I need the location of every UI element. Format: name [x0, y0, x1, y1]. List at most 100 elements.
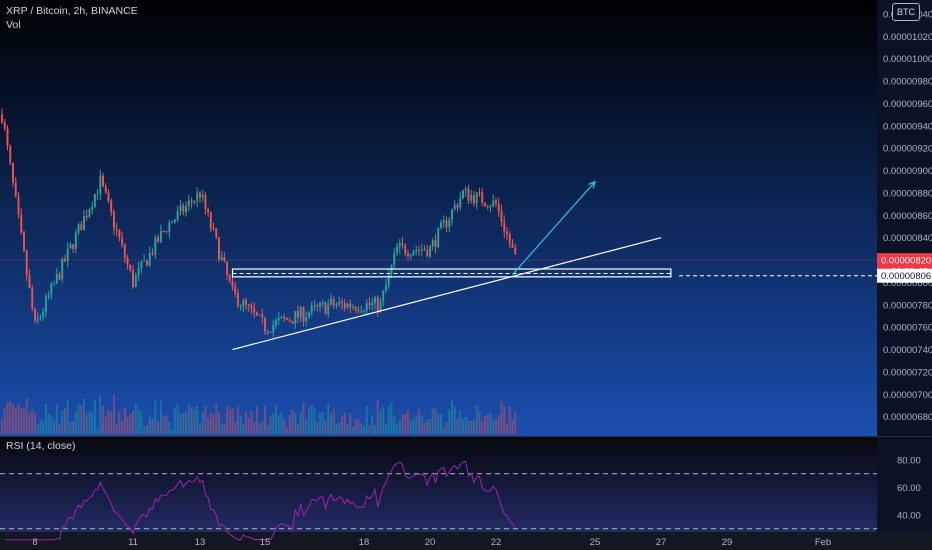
candle-body [365, 303, 368, 311]
rsi-tick-label: 60.00 [897, 483, 921, 494]
price-tick-label: 0.00000940 [883, 121, 932, 132]
volume-bars [1, 394, 517, 434]
volume-bar [39, 419, 42, 434]
volume-bar [338, 422, 341, 434]
volume-bar [440, 414, 442, 434]
volume-bar [190, 407, 193, 434]
price-tick-label: 0.00000780 [883, 300, 932, 311]
candle-body [77, 224, 80, 233]
rsi-title[interactable]: RSI (14, close) [6, 440, 76, 452]
volume-bar [286, 427, 288, 434]
candle-body [258, 314, 261, 316]
volume-bar [182, 413, 185, 434]
volume-bar [12, 403, 14, 434]
volume-bar [212, 414, 215, 434]
candle-body [39, 316, 42, 319]
volume-bar [207, 417, 210, 434]
projection-arrow-head [588, 180, 596, 189]
candle-body [299, 307, 302, 318]
candle-body [434, 240, 437, 248]
volume-bar [363, 425, 365, 434]
volume-bar [159, 400, 162, 434]
candle-body [308, 312, 310, 318]
price-tick-label: 0.00000880 [883, 188, 932, 199]
candle-body [464, 188, 467, 191]
volume-bar [288, 414, 291, 434]
volume-bar [107, 409, 110, 434]
candle-body [220, 257, 223, 260]
currency-badge[interactable]: BTC [892, 3, 920, 21]
candle-body [12, 162, 14, 183]
volume-bar [96, 428, 99, 434]
volume-bar [390, 401, 393, 434]
candle-body [99, 175, 102, 194]
volume-bar [134, 403, 137, 434]
volume-bar [401, 414, 404, 434]
volume-bar [291, 409, 294, 434]
volume-bar [137, 409, 140, 434]
candle-body [374, 297, 376, 303]
volume-bar [385, 424, 387, 434]
candle-body [429, 246, 431, 257]
candle-body [440, 222, 442, 228]
candle-body [25, 251, 28, 276]
price-tick-label: 0.00001000 [883, 54, 932, 65]
candle-body [401, 243, 404, 246]
candle-body [442, 220, 445, 223]
volume-label[interactable]: Vol [6, 19, 21, 31]
volume-bar [398, 420, 401, 434]
price-tick-label: 0.00000980 [883, 77, 932, 88]
candle-body [451, 209, 453, 220]
candle-body [423, 249, 426, 251]
candle-body [42, 311, 45, 317]
candle-body [462, 190, 464, 199]
symbol-title[interactable]: XRP / Bitcoin, 2h, BINANCE [6, 5, 138, 17]
candle-body [409, 255, 412, 257]
candle-body [346, 303, 349, 308]
volume-bar [42, 420, 45, 434]
volume-bar [354, 418, 357, 434]
volume-bar [179, 412, 182, 434]
volume-bar [374, 424, 376, 434]
candle-body [426, 250, 429, 257]
rsi-indicator [0, 460, 877, 541]
volume-bar [470, 420, 473, 434]
volume-bar [464, 416, 467, 434]
candle-body [44, 296, 47, 312]
volume-bar [93, 399, 96, 434]
support-zone [231, 268, 672, 278]
candle-body [121, 238, 124, 245]
volume-bar [115, 424, 118, 434]
volume-bar [302, 402, 305, 434]
volume-bar [489, 412, 492, 434]
candle-body [91, 206, 94, 210]
candle-body [354, 306, 357, 311]
candle-body [313, 305, 316, 307]
volume-bar [412, 418, 415, 434]
candle-body [489, 206, 492, 208]
volume-bar [148, 416, 151, 434]
candle-body [404, 245, 407, 254]
candle-body [88, 209, 91, 217]
candle-body [467, 188, 470, 201]
candle-body [508, 234, 511, 244]
volume-bar [272, 412, 275, 434]
candle-body [481, 192, 484, 204]
candle-body [104, 186, 107, 193]
volume-bar [250, 410, 253, 434]
volume-bar [497, 414, 500, 434]
drawings[interactable] [231, 180, 672, 351]
volume-bar [143, 426, 146, 434]
volume-bar [423, 422, 426, 434]
price-tick-label: 0.00000800 [883, 278, 932, 289]
volume-bar [387, 405, 390, 434]
volume-bar [69, 421, 72, 434]
volume-bar [308, 407, 310, 434]
candle-body [321, 302, 324, 304]
volume-bar [310, 405, 313, 434]
candle-body [9, 146, 12, 163]
volume-bar [72, 421, 75, 434]
candle-body [173, 219, 176, 223]
volume-bar [253, 422, 256, 434]
